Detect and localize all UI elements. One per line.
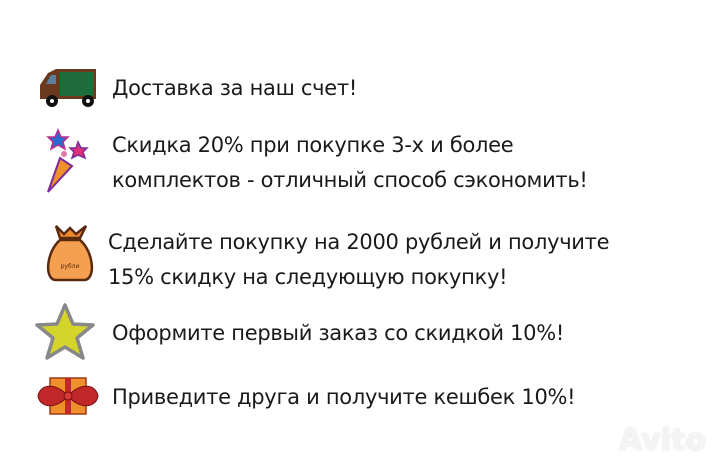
benefit-text: Скидка 20% при покупке 3-х и более компл…: [112, 128, 588, 198]
bag-label: рубли: [61, 263, 80, 270]
gift-icon: [37, 377, 99, 415]
delivery-truck-icon: [40, 69, 96, 107]
avito-watermark: Avito: [619, 423, 706, 458]
money-bag-icon: рубли: [47, 225, 93, 282]
text-line: 15% скидку на следующую покупку!: [108, 265, 508, 289]
text-line: Сделайте покупку на 2000 рублей и получи…: [108, 230, 610, 254]
text-line: Скидка 20% при покупке 3-х и более: [112, 133, 514, 157]
text-line: комплектов - отличный способ сэкономить!: [112, 168, 588, 192]
benefit-text: Оформите первый заказ со скидкой 10%!: [112, 321, 564, 345]
benefit-text: Доставка за наш счет!: [112, 76, 357, 100]
benefit-text: Приведите друга и получите кешбек 10%!: [112, 385, 576, 409]
benefit-text: Сделайте покупку на 2000 рублей и получи…: [108, 225, 610, 295]
fireworks-cone-icon: [46, 128, 89, 193]
star-icon: [35, 303, 95, 360]
